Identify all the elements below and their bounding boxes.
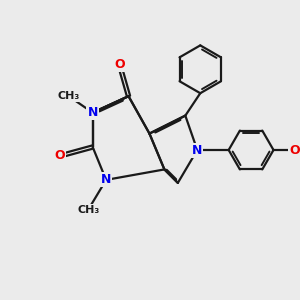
Text: O: O <box>55 149 65 163</box>
Text: O: O <box>114 58 125 71</box>
Text: CH₃: CH₃ <box>58 91 80 101</box>
Text: N: N <box>192 143 202 157</box>
Text: N: N <box>101 173 111 186</box>
Text: O: O <box>289 143 300 157</box>
Text: CH₃: CH₃ <box>77 205 99 215</box>
Text: N: N <box>88 106 98 119</box>
